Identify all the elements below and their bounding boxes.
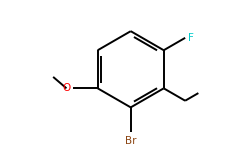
Text: F: F [188, 33, 194, 43]
Text: Br: Br [125, 136, 136, 146]
Text: O: O [62, 83, 71, 93]
